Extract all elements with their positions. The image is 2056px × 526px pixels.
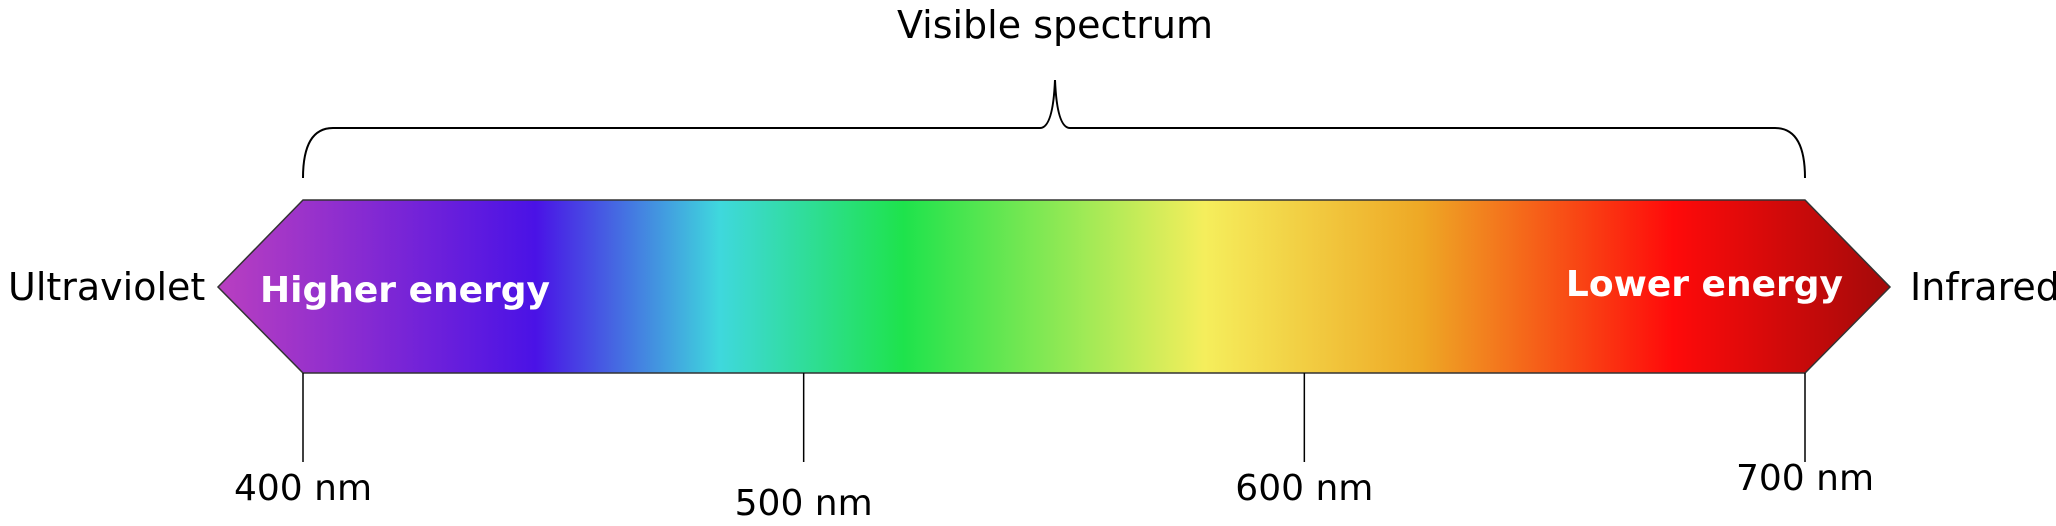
- visible-range-brace: [302, 79, 1806, 179]
- higher-energy-label: Higher energy: [260, 270, 550, 311]
- tick-label-600: 600 nm: [1235, 468, 1373, 509]
- diagram-title: Visible spectrum: [897, 3, 1213, 47]
- ultraviolet-label: Ultraviolet: [8, 265, 205, 309]
- wavelength-axis: 400 nm 500 nm 600 nm 700 nm: [234, 373, 1874, 524]
- lower-energy-label: Lower energy: [1566, 264, 1843, 305]
- infrared-label: Infrared: [1910, 265, 2056, 309]
- tick-label-700: 700 nm: [1736, 458, 1874, 499]
- tick-label-400: 400 nm: [234, 468, 372, 509]
- tick-label-500: 500 nm: [735, 483, 873, 524]
